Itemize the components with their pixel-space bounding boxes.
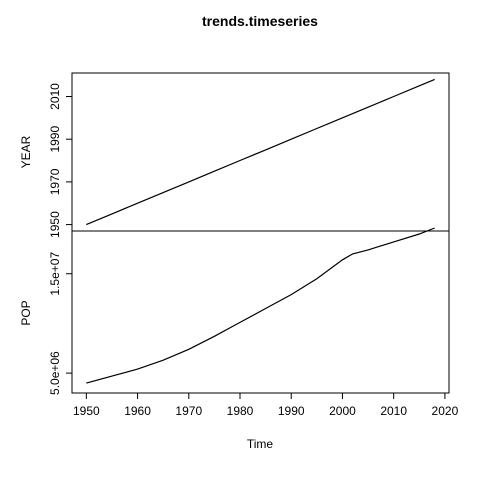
pop-y-tick-label: 5.0e+06 [48,351,62,395]
year-y-tick-label: 1970 [48,168,62,195]
x-axis-label: Time [247,437,274,451]
x-tick-label: 2010 [380,404,407,418]
x-tick-label: 1970 [175,404,202,418]
pop-y-axis: 5.0e+06 1.5e+07 [48,252,72,395]
pop-y-tick-label: 1.5e+07 [48,252,62,296]
pop-panel-frame [71,230,450,394]
x-tick-label: 1950 [73,404,100,418]
pop-axis-label: POP [19,300,33,325]
x-tick-label: 2020 [432,404,459,418]
year-axis-label: YEAR [19,135,33,168]
x-tick-label: 1980 [227,404,254,418]
year-y-axis: 1950 1970 1990 2010 [48,83,72,238]
chart-title: trends.timeseries [202,13,318,29]
year-y-tick-label: 1990 [48,126,62,153]
pop-series-line [86,227,435,384]
year-series-line [86,78,435,226]
x-tick-label: 2000 [329,404,356,418]
year-y-tick-label: 2010 [48,83,62,110]
x-tick-label: 1990 [278,404,305,418]
year-y-tick-label: 1950 [48,211,62,238]
x-tick-label: 1960 [124,404,151,418]
time-x-axis: 1950 1960 1970 1980 1990 2000 2010 2020 [73,392,459,418]
